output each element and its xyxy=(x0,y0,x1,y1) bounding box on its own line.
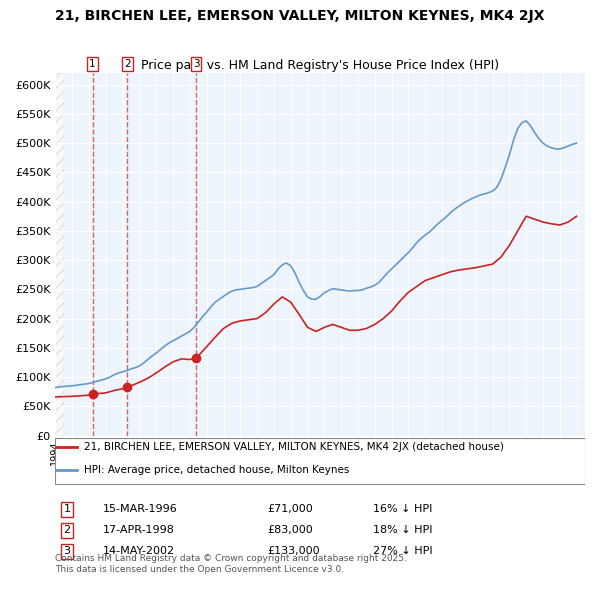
Text: Contains HM Land Registry data © Crown copyright and database right 2025.
This d: Contains HM Land Registry data © Crown c… xyxy=(55,554,407,573)
Text: 16% ↓ HPI: 16% ↓ HPI xyxy=(373,504,433,514)
Text: £83,000: £83,000 xyxy=(267,525,313,535)
Text: 17-APR-1998: 17-APR-1998 xyxy=(103,525,175,535)
FancyBboxPatch shape xyxy=(55,438,585,484)
Text: 27% ↓ HPI: 27% ↓ HPI xyxy=(373,546,433,556)
Text: 3: 3 xyxy=(64,546,71,556)
Text: 14-MAY-2002: 14-MAY-2002 xyxy=(103,546,175,556)
Text: 21, BIRCHEN LEE, EMERSON VALLEY, MILTON KEYNES, MK4 2JX: 21, BIRCHEN LEE, EMERSON VALLEY, MILTON … xyxy=(55,9,545,23)
Text: £133,000: £133,000 xyxy=(267,546,320,556)
Text: £71,000: £71,000 xyxy=(267,504,313,514)
Text: 18% ↓ HPI: 18% ↓ HPI xyxy=(373,525,433,535)
Text: 2: 2 xyxy=(124,59,131,69)
Title: Price paid vs. HM Land Registry's House Price Index (HPI): Price paid vs. HM Land Registry's House … xyxy=(141,59,499,72)
Text: 2: 2 xyxy=(64,525,71,535)
Text: 1: 1 xyxy=(64,504,71,514)
Text: 3: 3 xyxy=(193,59,199,69)
Text: 21, BIRCHEN LEE, EMERSON VALLEY, MILTON KEYNES, MK4 2JX (detached house): 21, BIRCHEN LEE, EMERSON VALLEY, MILTON … xyxy=(85,442,505,452)
Text: 1: 1 xyxy=(89,59,96,69)
Text: 15-MAR-1996: 15-MAR-1996 xyxy=(103,504,178,514)
Text: HPI: Average price, detached house, Milton Keynes: HPI: Average price, detached house, Milt… xyxy=(85,466,350,476)
